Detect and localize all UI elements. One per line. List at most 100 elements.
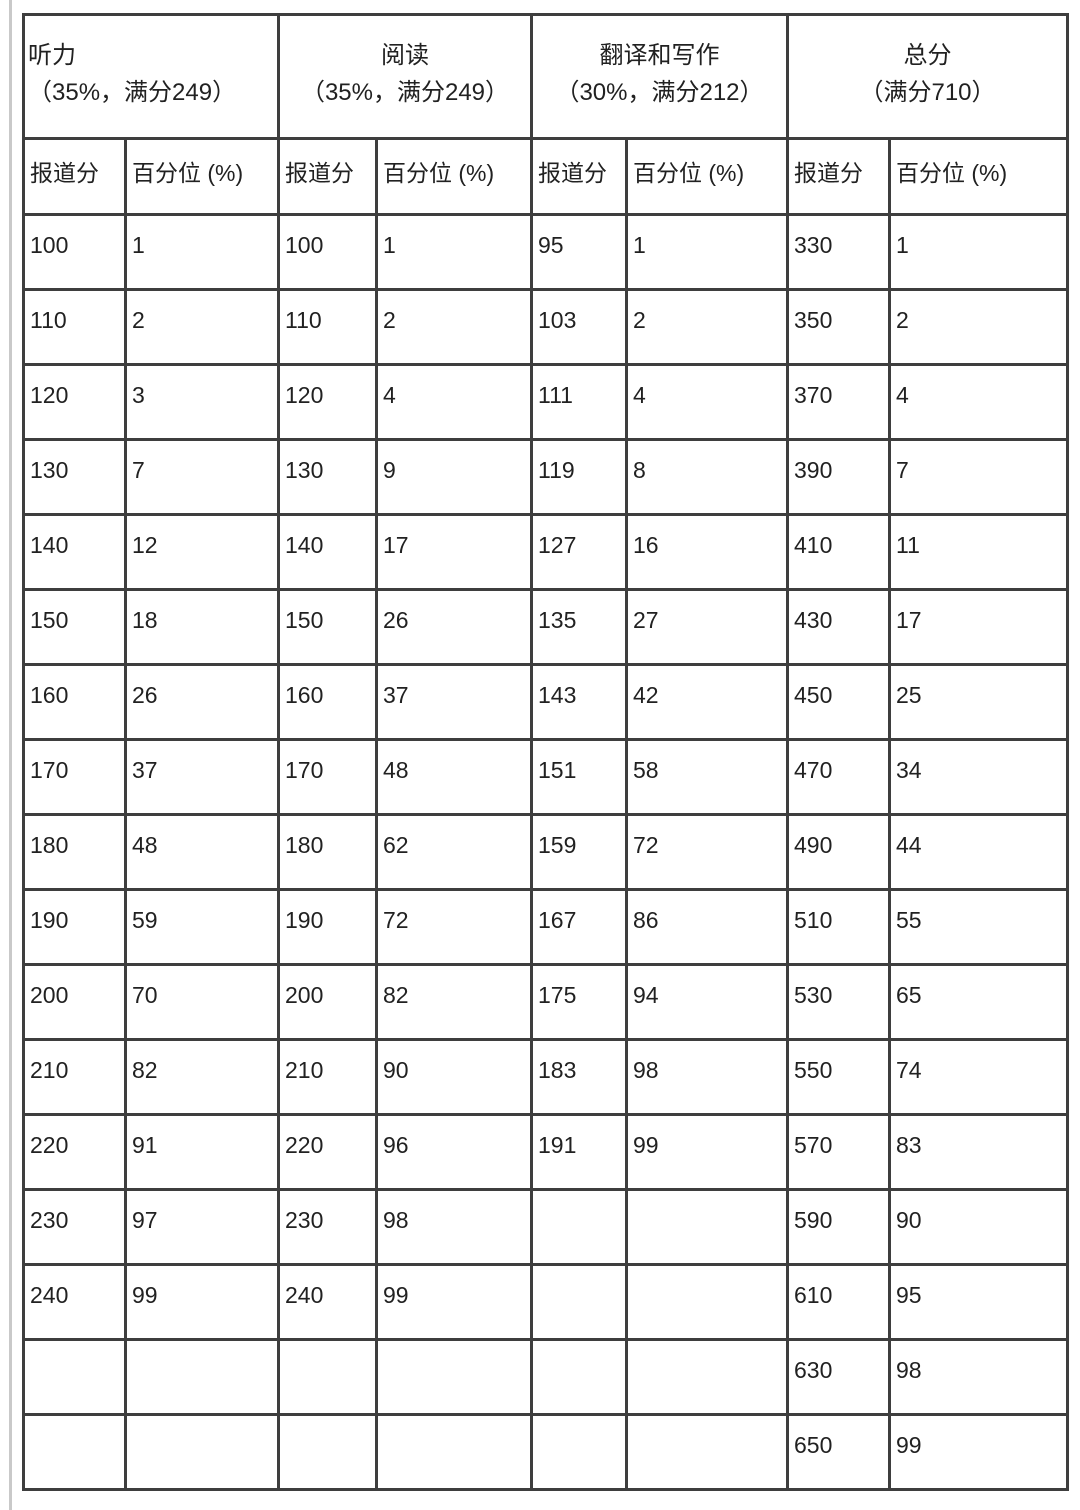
percentile-cell: 12	[124, 513, 280, 591]
page-left-rule	[9, 0, 12, 1510]
percentile-cell: 99	[375, 1263, 533, 1341]
percentile-cell: 2	[625, 288, 789, 366]
percentile-cell: 42	[625, 663, 789, 741]
score-cell: 570	[786, 1113, 891, 1191]
percentile-cell	[124, 1413, 280, 1491]
percentile-cell: 74	[888, 1038, 1069, 1116]
table-row: 630 98	[22, 1338, 1069, 1416]
column-group-listening: 听力 （35%，满分249）	[22, 13, 280, 140]
subheader-percentile-translation-writing: 百分位 (%)	[625, 137, 789, 216]
score-cell: 130	[277, 438, 378, 516]
score-cell: 100	[277, 213, 378, 291]
group-title-line2: （35%，满分249）	[300, 78, 510, 106]
score-cell: 610	[786, 1263, 891, 1341]
score-cell: 220	[22, 1113, 127, 1191]
score-cell	[22, 1338, 127, 1416]
score-cell: 190	[22, 888, 127, 966]
percentile-cell: 26	[124, 663, 280, 741]
percentile-cell	[375, 1413, 533, 1491]
percentile-cell: 4	[375, 363, 533, 441]
percentile-cell: 17	[888, 588, 1069, 666]
table-row: 110 2 110 2 103 2 350 2	[22, 288, 1069, 366]
percentile-cell: 99	[888, 1413, 1069, 1491]
score-cell: 143	[530, 663, 628, 741]
group-title-line1: 听力	[28, 41, 76, 69]
subheader-score-reading: 报道分	[277, 137, 378, 216]
score-cell: 159	[530, 813, 628, 891]
score-cell: 170	[277, 738, 378, 816]
group-title-line1: 翻译和写作	[599, 41, 720, 69]
subheader-score-translation-writing: 报道分	[530, 137, 628, 216]
percentile-cell: 48	[124, 813, 280, 891]
percentile-cell: 8	[625, 438, 789, 516]
percentile-cell: 2	[375, 288, 533, 366]
table-row: 230 97 230 98 590 90	[22, 1188, 1069, 1266]
score-cell: 167	[530, 888, 628, 966]
score-cell: 180	[22, 813, 127, 891]
percentile-cell: 7	[124, 438, 280, 516]
percentile-cell: 72	[375, 888, 533, 966]
score-cell: 150	[277, 588, 378, 666]
percentile-cell: 16	[625, 513, 789, 591]
score-cell: 370	[786, 363, 891, 441]
score-cell: 650	[786, 1413, 891, 1491]
percentile-cell: 59	[124, 888, 280, 966]
percentile-cell: 48	[375, 738, 533, 816]
score-cell	[530, 1188, 628, 1266]
percentile-cell: 62	[375, 813, 533, 891]
percentile-cell: 4	[625, 363, 789, 441]
score-cell: 170	[22, 738, 127, 816]
table-row: 130 7 130 9 119 8 390 7	[22, 438, 1069, 516]
score-cell: 240	[277, 1263, 378, 1341]
score-cell: 200	[22, 963, 127, 1041]
percentile-cell: 90	[888, 1188, 1069, 1266]
table-row: 150 18 150 26 135 27 430 17	[22, 588, 1069, 666]
column-group-translation-writing: 翻译和写作 （30%，满分212）	[530, 13, 789, 140]
percentile-cell: 18	[124, 588, 280, 666]
score-cell: 135	[530, 588, 628, 666]
percentile-cell: 98	[888, 1338, 1069, 1416]
group-title-line2: （30%，满分212）	[555, 78, 764, 106]
percentile-cell: 65	[888, 963, 1069, 1041]
sub-header-row: 报道分 百分位 (%) 报道分 百分位 (%) 报道分 百分位 (%) 报道分 …	[22, 137, 1069, 216]
score-cell: 390	[786, 438, 891, 516]
percentile-cell: 91	[124, 1113, 280, 1191]
score-cell: 140	[277, 513, 378, 591]
score-percentile-table: 听力 （35%，满分249） 阅读 （35%，满分249） 翻译和写作 （30%…	[22, 13, 1069, 1491]
score-cell: 590	[786, 1188, 891, 1266]
table-row: 120 3 120 4 111 4 370 4	[22, 363, 1069, 441]
percentile-cell: 96	[375, 1113, 533, 1191]
table-row: 220 91 220 96 191 99 570 83	[22, 1113, 1069, 1191]
percentile-cell: 82	[375, 963, 533, 1041]
percentile-cell: 86	[625, 888, 789, 966]
column-group-total: 总分 （满分710）	[786, 13, 1069, 140]
percentile-cell	[625, 1188, 789, 1266]
percentile-cell: 83	[888, 1113, 1069, 1191]
table-row: 200 70 200 82 175 94 530 65	[22, 963, 1069, 1041]
percentile-cell	[625, 1263, 789, 1341]
score-cell: 120	[22, 363, 127, 441]
percentile-cell: 2	[888, 288, 1069, 366]
table-row: 190 59 190 72 167 86 510 55	[22, 888, 1069, 966]
score-cell: 160	[277, 663, 378, 741]
percentile-cell: 98	[375, 1188, 533, 1266]
score-cell: 190	[277, 888, 378, 966]
score-cell: 151	[530, 738, 628, 816]
subheader-score-total: 报道分	[786, 137, 891, 216]
percentile-cell: 82	[124, 1038, 280, 1116]
percentile-cell: 55	[888, 888, 1069, 966]
score-cell: 150	[22, 588, 127, 666]
table-body: 100 1 100 1 95 1 330 1 110 2 110 2 103 2 350 2 120 3 120 4 1…	[22, 213, 1069, 1491]
score-cell: 191	[530, 1113, 628, 1191]
table-row: 170 37 170 48 151 58 470 34	[22, 738, 1069, 816]
score-cell: 130	[22, 438, 127, 516]
percentile-cell: 7	[888, 438, 1069, 516]
score-cell: 470	[786, 738, 891, 816]
table-row: 140 12 140 17 127 16 410 11	[22, 513, 1069, 591]
score-cell: 119	[530, 438, 628, 516]
score-cell	[277, 1338, 378, 1416]
percentile-cell: 1	[375, 213, 533, 291]
score-cell: 95	[530, 213, 628, 291]
score-cell: 140	[22, 513, 127, 591]
percentile-cell: 11	[888, 513, 1069, 591]
